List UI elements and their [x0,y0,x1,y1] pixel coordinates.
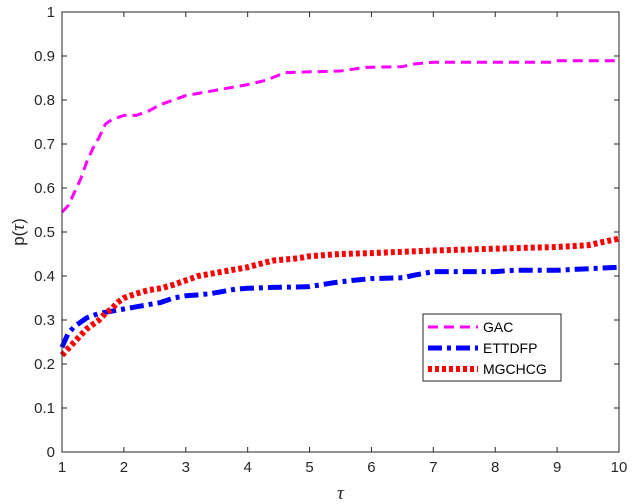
series-line-mgchcg [59,235,620,358]
y-tick-label: 0.8 [34,92,55,109]
y-tick-label: 0.6 [34,180,55,197]
y-tick-label: 0.1 [34,400,55,417]
x-tick-label: 3 [182,459,190,476]
x-tick-label: 5 [305,459,313,476]
legend-label-gac: GAC [483,319,513,335]
y-tick-label: 0.4 [34,268,55,285]
y-axis-label-symbol: τ [8,223,29,231]
legend: GAC ETTDFP MGCHCG [422,313,562,382]
x-tick-label: 9 [553,459,561,476]
y-tick-label: 0.2 [34,356,55,373]
y-tick-label: 0.5 [34,224,55,241]
y-tick-label: 1 [47,4,55,21]
legend-label-mgchcg: MGCHCG [483,361,547,377]
y-tick-label: 0 [47,444,55,461]
x-tick-label: 10 [611,459,628,476]
y-tick-label: 0.3 [34,312,55,329]
x-tick-label: 8 [491,459,499,476]
x-tick-label: 2 [120,459,128,476]
x-axis-label: τ [337,483,345,504]
x-tick-label: 4 [243,459,251,476]
ticks-layer: 1 2 3 4 5 6 7 8 9 10 0 0.1 0.2 0.3 0.4 0.5 0.6 0.7 0.8 0.9 1 [34,4,627,476]
series-line-gac [60,59,619,214]
y-tick-label: 0.9 [34,48,55,65]
x-tick-label: 6 [367,459,375,476]
y-axis-label: p(τ) [8,218,29,246]
x-tick-label: 7 [429,459,437,476]
legend-label-ettdfp: ETTDFP [483,340,537,356]
x-tick-label: 1 [58,459,66,476]
y-axis-label-suffix: ) [9,218,28,224]
plot-area-frame [61,11,620,453]
series-line-ettdfp [59,264,620,349]
y-axis-label-prefix: p( [9,230,28,245]
series-layer [59,59,620,358]
y-tick-label: 0.7 [34,136,55,153]
